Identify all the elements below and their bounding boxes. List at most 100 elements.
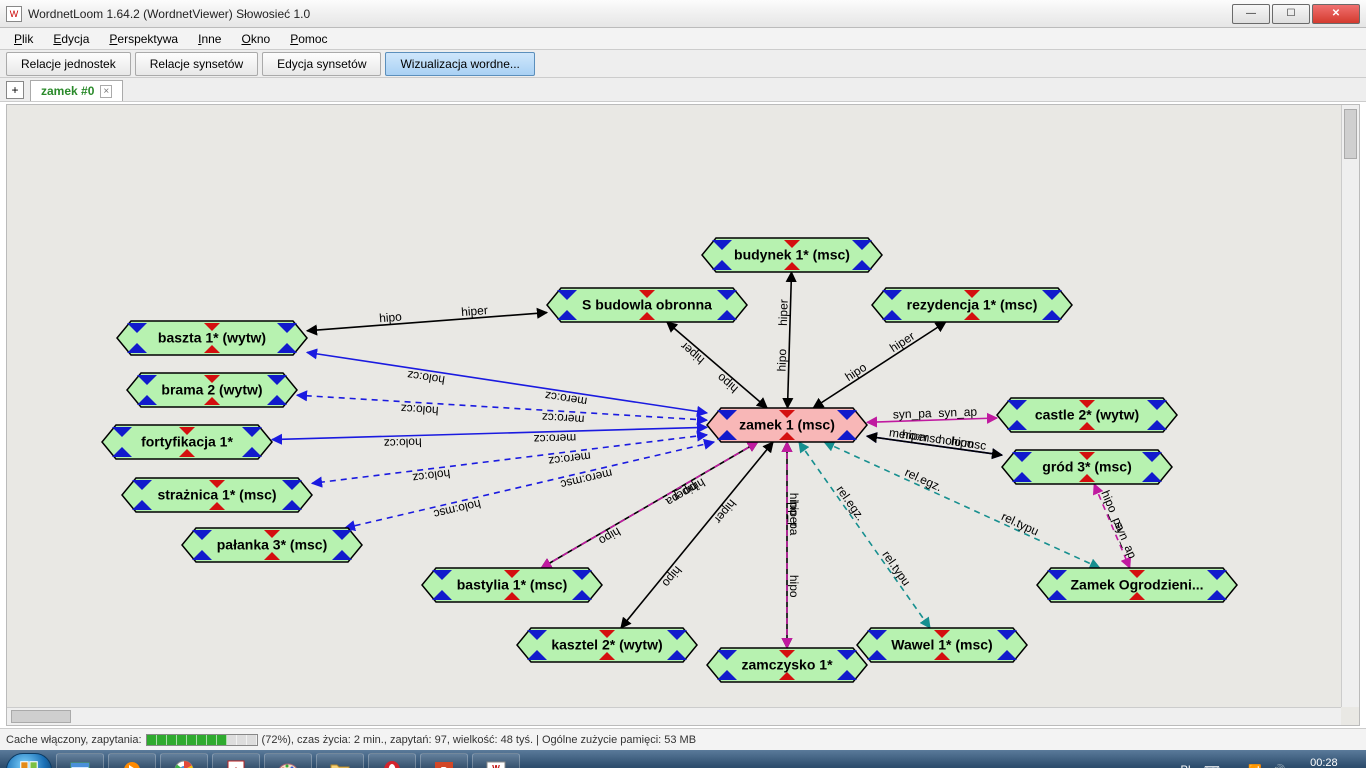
- svg-text:hiper: hiper: [776, 299, 791, 326]
- maximize-button[interactable]: ☐: [1272, 4, 1310, 24]
- svg-text:holo:cz: holo:cz: [383, 435, 421, 450]
- svg-text:hipo: hipo: [787, 575, 801, 598]
- taskbar-chrome-icon[interactable]: [160, 753, 208, 768]
- svg-text:S budowla obronna: S budowla obronna: [582, 297, 712, 313]
- svg-text:Wawel 1* (msc): Wawel 1* (msc): [891, 637, 992, 653]
- svg-text:kasztel 2* (wytw): kasztel 2* (wytw): [551, 637, 662, 653]
- node-brama[interactable]: brama 2 (wytw): [127, 373, 297, 407]
- taskbar: A P WPL PL ⌨ ▅ 📶 🔊 00:28 2015-04-13: [0, 750, 1366, 768]
- svg-text:syn_pa: syn_pa: [893, 406, 932, 421]
- toolbtn-relacje-synset-w[interactable]: Relacje synsetów: [135, 52, 258, 76]
- node-bastylia[interactable]: bastylia 1* (msc): [422, 568, 602, 602]
- toolbar: Relacje jednostekRelacje synsetówEdycja …: [0, 50, 1366, 78]
- svg-text:zamek 1 (msc): zamek 1 (msc): [739, 417, 835, 433]
- minimize-button[interactable]: —: [1232, 4, 1270, 24]
- scrollbar-horizontal[interactable]: [7, 707, 1341, 725]
- toolbtn-relacje-jednostek[interactable]: Relacje jednostek: [6, 52, 131, 76]
- svg-text:holo:msc: holo:msc: [432, 497, 482, 522]
- app-icon: W: [6, 6, 22, 22]
- svg-text:holo:cz: holo:cz: [412, 466, 451, 485]
- svg-text:gród 3* (msc): gród 3* (msc): [1042, 459, 1131, 475]
- tray-clock[interactable]: 00:28 2015-04-13: [1296, 757, 1352, 768]
- scrollbar-vertical[interactable]: [1341, 105, 1359, 707]
- node-zamekogr[interactable]: Zamek Ogrodzieni...: [1037, 568, 1237, 602]
- node-kasztel[interactable]: kasztel 2* (wytw): [517, 628, 697, 662]
- toolbtn-edycja-synset-w[interactable]: Edycja synsetów: [262, 52, 381, 76]
- svg-text:mero:cz: mero:cz: [533, 431, 576, 446]
- tray-lang[interactable]: PL: [1180, 764, 1193, 768]
- svg-text:rezydencja 1* (msc): rezydencja 1* (msc): [907, 297, 1038, 313]
- tab-zamek[interactable]: zamek #0 ×: [30, 80, 123, 101]
- node-zamczysko[interactable]: zamczysko 1*: [707, 648, 867, 682]
- status-pct: 72: [265, 734, 277, 746]
- flag-icon[interactable]: ▅: [1230, 764, 1238, 768]
- svg-text:hipo: hipo: [775, 348, 790, 371]
- taskbar-powerpoint-icon[interactable]: P: [420, 753, 468, 768]
- svg-text:rel.egz.: rel.egz.: [903, 465, 945, 494]
- menu-okno[interactable]: Okno: [233, 30, 278, 48]
- progress-bar: [146, 734, 258, 746]
- taskbar-paint-icon[interactable]: [264, 753, 312, 768]
- svg-text:pałanka 3* (msc): pałanka 3* (msc): [217, 537, 328, 553]
- svg-text:hiper: hiper: [461, 303, 489, 319]
- node-budowla[interactable]: S budowla obronna: [547, 288, 747, 322]
- svg-text:mero:cz: mero:cz: [541, 410, 584, 427]
- taskbar-folder-icon[interactable]: [316, 753, 364, 768]
- tray-time: 00:28: [1296, 757, 1352, 768]
- svg-text:holo:cz: holo:cz: [400, 402, 439, 418]
- svg-text:hipo: hipo: [379, 310, 403, 326]
- node-budynek[interactable]: budynek 1* (msc): [702, 238, 882, 272]
- svg-text:rel.typu: rel.typu: [879, 548, 913, 588]
- menu-perspektywa[interactable]: Perspektywa: [101, 30, 186, 48]
- svg-text:castle 2* (wytw): castle 2* (wytw): [1035, 407, 1139, 423]
- svg-text:brama 2 (wytw): brama 2 (wytw): [161, 382, 262, 398]
- toolbtn-wizualizacja-wordne-[interactable]: Wizualizacja wordne...: [385, 52, 534, 76]
- svg-text:hipo: hipo: [714, 370, 741, 396]
- close-button[interactable]: ✕: [1312, 4, 1360, 24]
- node-castle[interactable]: castle 2* (wytw): [997, 398, 1177, 432]
- node-rezyd[interactable]: rezydencja 1* (msc): [872, 288, 1072, 322]
- node-zamek[interactable]: zamek 1 (msc): [707, 408, 867, 442]
- volume-icon[interactable]: 🔊: [1272, 764, 1286, 768]
- node-straz[interactable]: strażnica 1* (msc): [122, 478, 312, 512]
- svg-text:zamczysko 1*: zamczysko 1*: [741, 657, 833, 673]
- svg-text:baszta 1* (wytw): baszta 1* (wytw): [158, 330, 266, 346]
- svg-text:Zamek Ogrodzieni...: Zamek Ogrodzieni...: [1070, 577, 1203, 593]
- node-grod[interactable]: gród 3* (msc): [1002, 450, 1172, 484]
- svg-text:budynek 1* (msc): budynek 1* (msc): [734, 247, 850, 263]
- keyboard-icon[interactable]: ⌨: [1204, 764, 1220, 768]
- status-prefix: Cache włączony, zapytania:: [6, 734, 142, 746]
- taskbar-opera-icon[interactable]: [368, 753, 416, 768]
- node-baszta[interactable]: baszta 1* (wytw): [117, 321, 307, 355]
- svg-text:bastylia 1* (msc): bastylia 1* (msc): [457, 577, 568, 593]
- node-palanka[interactable]: pałanka 3* (msc): [182, 528, 362, 562]
- menu-edycja[interactable]: Edycja: [45, 30, 97, 48]
- svg-text:mero:cz: mero:cz: [548, 449, 592, 468]
- network-icon[interactable]: 📶: [1248, 764, 1262, 768]
- svg-text:syn_ap: syn_ap: [1112, 520, 1140, 561]
- svg-text:W: W: [492, 764, 500, 768]
- taskbar-pdf-icon[interactable]: A: [212, 753, 260, 768]
- menu-plik[interactable]: Plik: [6, 30, 41, 48]
- menu-bar: PlikEdycjaPerspektywaInneOknoPomoc: [0, 28, 1366, 50]
- node-fort[interactable]: fortyfikacja 1*: [102, 425, 272, 459]
- svg-text:rel.egz.: rel.egz.: [834, 483, 868, 523]
- start-button[interactable]: [6, 753, 52, 768]
- graph-canvas[interactable]: hipohiperhipohiperhipohiperhipohipermero…: [6, 104, 1360, 726]
- taskbar-wordnet-icon[interactable]: WPL: [472, 753, 520, 768]
- menu-inne[interactable]: Inne: [190, 30, 229, 48]
- tab-bar: + zamek #0 ×: [0, 78, 1366, 102]
- svg-text:hipo: hipo: [659, 563, 684, 590]
- svg-text:mero:cz: mero:cz: [544, 389, 588, 409]
- new-tab-button[interactable]: +: [6, 81, 24, 99]
- tab-label: zamek #0: [41, 84, 94, 98]
- taskbar-explorer-icon[interactable]: [56, 753, 104, 768]
- graph-svg: hipohiperhipohiperhipohiperhipohipermero…: [7, 105, 1337, 705]
- taskbar-media-icon[interactable]: [108, 753, 156, 768]
- node-wawel[interactable]: Wawel 1* (msc): [857, 628, 1027, 662]
- menu-pomoc[interactable]: Pomoc: [282, 30, 335, 48]
- tab-close-icon[interactable]: ×: [100, 85, 112, 98]
- svg-text:hipo_pa: hipo_pa: [787, 493, 801, 536]
- svg-text:holo:cz: holo:cz: [406, 368, 446, 388]
- svg-text:strażnica 1* (msc): strażnica 1* (msc): [157, 487, 276, 503]
